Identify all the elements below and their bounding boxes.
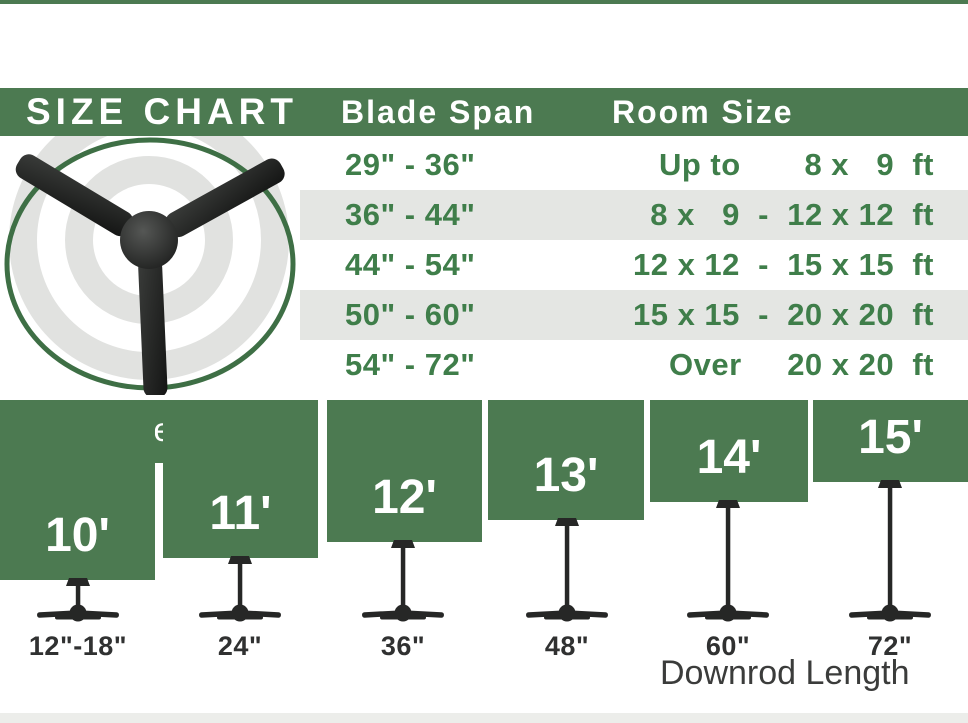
ceiling-block-10ft: 10': [0, 400, 155, 580]
size-chart-title: SIZE CHART: [26, 91, 298, 132]
ceiling-height-value: 13': [533, 449, 599, 502]
size-table: 29" - 36" Up to 8 x 9 ft 36" - 44" 8 x 9…: [0, 140, 968, 390]
downrod-length-value: 36": [380, 631, 426, 661]
downrod-length-value: 48": [544, 631, 590, 661]
ceiling-height-value: 11': [209, 487, 272, 540]
downrod-fan-icon: [199, 556, 281, 622]
blade-span-cell: 36" - 44": [345, 197, 476, 232]
blade-span-cell: 29" - 36": [345, 147, 476, 182]
table-row: 50" - 60" 15 x 15 - 20 x 20 ft: [0, 290, 968, 340]
room-size-cell: 12 x 12 - 15 x 15 ft: [632, 247, 934, 282]
ceiling-height-value: 10': [45, 509, 110, 562]
downrod-length-label: Downrod Length: [660, 654, 910, 692]
table-row: 44" - 54" 12 x 12 - 15 x 15 ft: [0, 240, 968, 290]
ceiling-block-13ft: 13': [488, 400, 644, 520]
downrod-fan-icon: [526, 518, 608, 622]
room-size-cell: Over 20 x 20 ft: [668, 347, 934, 382]
downrod-length-value: 12"-18": [28, 631, 128, 661]
bottom-gray-strip: [0, 713, 968, 723]
downrod-fan-icon: [37, 578, 119, 622]
room-size-column-header: Room Size: [612, 94, 794, 130]
ceiling-height-value: 15': [858, 411, 923, 464]
downrod-length-value: 60": [705, 631, 751, 661]
row-stripe: [300, 290, 968, 340]
table-row: 29" - 36" Up to 8 x 9 ft: [0, 140, 968, 190]
ceiling-block-12ft: 12': [327, 400, 482, 542]
blade-span-cell: 54" - 72": [345, 347, 476, 382]
room-size-cell: 15 x 15 - 20 x 20 ft: [632, 297, 934, 332]
fan-icon: [4, 136, 296, 395]
room-size-cell: Up to 8 x 9 ft: [658, 147, 934, 182]
downrod-length-value: 24": [217, 631, 263, 661]
table-row: 36" - 44" 8 x 9 - 12 x 12 ft: [0, 190, 968, 240]
room-size-cell: 8 x 9 - 12 x 12 ft: [650, 197, 934, 232]
top-green-strip: [0, 0, 968, 4]
downrod-fan-icon: [687, 500, 769, 622]
ceiling-block-14ft: 14': [650, 400, 808, 502]
downrod-length-value: 72": [867, 631, 913, 661]
row-stripe: [300, 190, 968, 240]
downrod-fan-icon: [362, 540, 444, 622]
ceiling-block-11ft: 11': [163, 400, 318, 558]
header-band: SIZE CHART Blade Span Room Size: [0, 88, 968, 136]
blade-span-column-header: Blade Span: [341, 94, 536, 130]
table-row: 54" - 72" Over 20 x 20 ft: [0, 340, 968, 390]
ceiling-height-value: 12': [372, 471, 437, 524]
ceiling-fan-illustration: [0, 136, 330, 395]
ceiling-block-15ft: 15': [813, 400, 968, 482]
blade-span-cell: 44" - 54": [345, 247, 476, 282]
downrod-fan-icon: [849, 480, 931, 622]
ceiling-height-value: 14': [696, 431, 762, 484]
blade-span-cell: 50" - 60": [345, 297, 476, 332]
